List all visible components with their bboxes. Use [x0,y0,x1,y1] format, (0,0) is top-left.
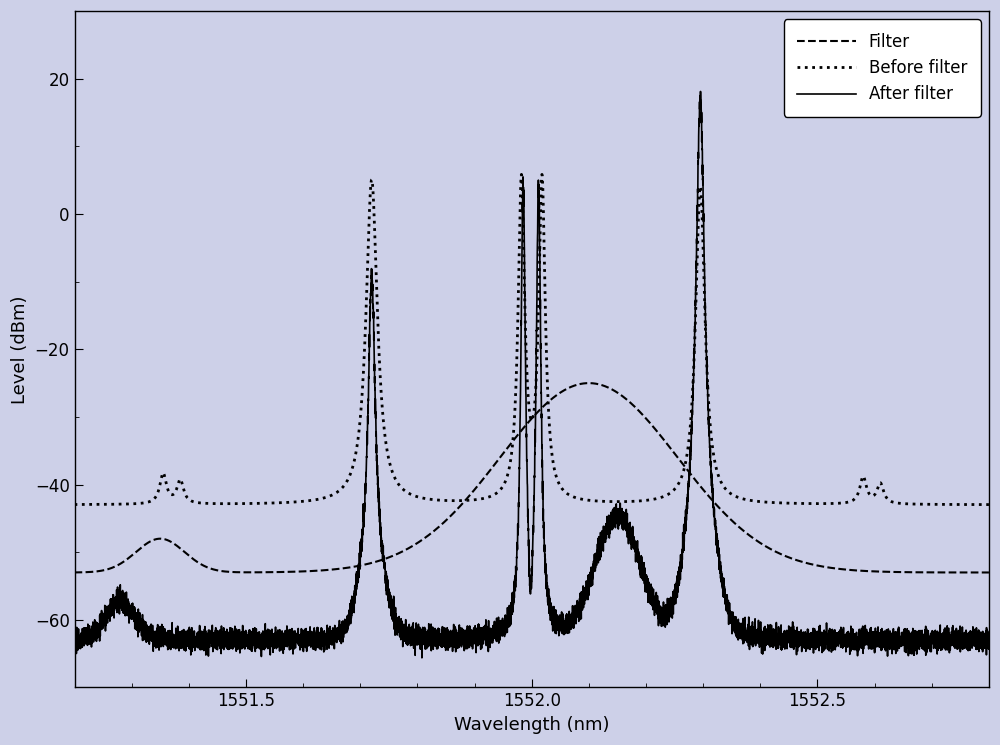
Before filter [69,500,81,509]
Y-axis label: Level (dBm): Level (dBm) [11,295,29,404]
Filter [945,568,957,577]
After filter [73,638,85,647]
After filter [521,478,533,487]
Filter [994,568,1000,577]
Before filter [124,499,136,508]
Before filter [515,170,527,179]
After filter [250,636,262,645]
Filter [124,553,136,562]
After filter [124,609,136,618]
Line: After filter: After filter [75,92,1000,658]
Before filter [521,375,533,384]
After filter [416,653,428,662]
Filter [583,378,595,387]
Before filter [994,500,1000,509]
Before filter [73,500,85,509]
Filter [521,419,533,428]
After filter [945,639,957,648]
Before filter [250,499,262,508]
After filter [994,629,1000,638]
After filter [695,87,707,96]
Line: Filter: Filter [75,383,1000,572]
Line: Before filter: Before filter [75,174,1000,504]
Filter [69,568,81,577]
Filter [73,568,85,577]
Filter [250,568,262,577]
Filter [107,563,119,572]
X-axis label: Wavelength (nm): Wavelength (nm) [454,716,609,734]
Before filter [107,500,119,509]
Legend: Filter, Before filter, After filter: Filter, Before filter, After filter [784,19,981,117]
After filter [107,591,119,600]
After filter [69,626,81,635]
Before filter [945,500,957,509]
